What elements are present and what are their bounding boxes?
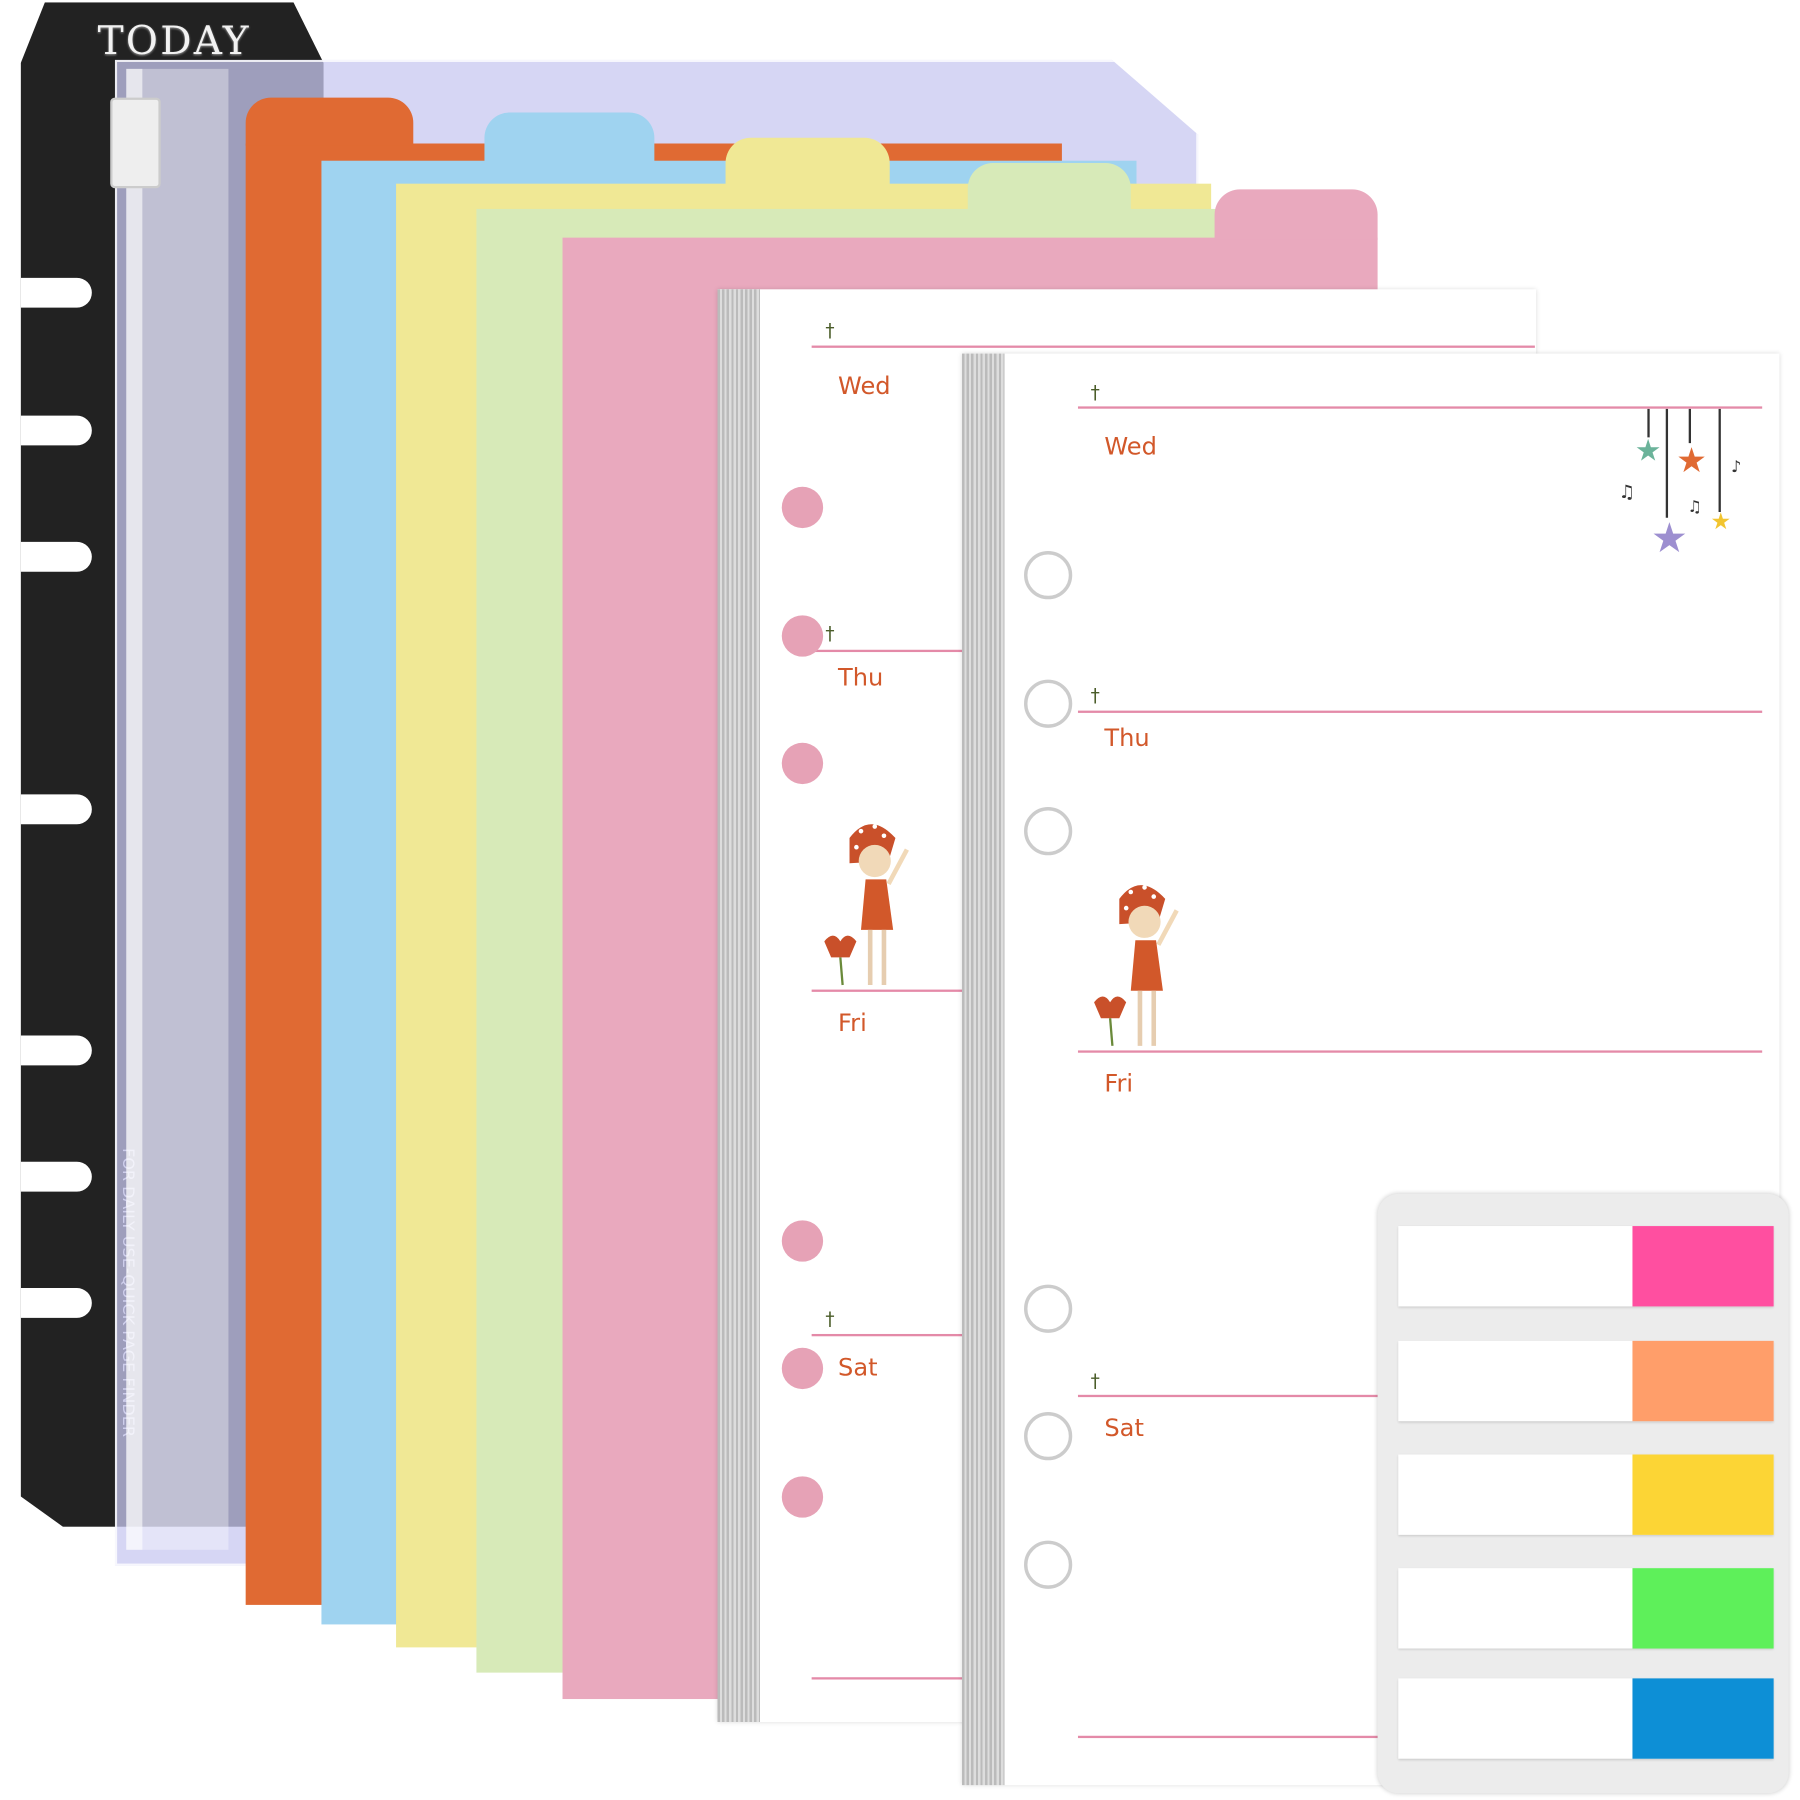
day-label-fri: Fri xyxy=(1104,1069,1134,1098)
ruler-strip xyxy=(126,68,229,1550)
divider-tab xyxy=(245,97,414,146)
ring-notch xyxy=(20,415,92,446)
ring-hole xyxy=(781,1347,824,1390)
hanging-stars-illustration: ★ ★ ★ ★ ♫ ♪ ♫ xyxy=(1619,408,1741,562)
sprout-icon: † xyxy=(1090,381,1100,403)
ring-hole xyxy=(1024,679,1073,728)
ring-hole xyxy=(1024,1412,1073,1461)
tab-color xyxy=(1632,1454,1774,1535)
sticky-tab-green[interactable] xyxy=(1398,1568,1774,1649)
day-label-wed: Wed xyxy=(1104,432,1157,461)
divider-tab xyxy=(1214,189,1378,240)
day-divider-line xyxy=(1077,406,1763,409)
sticky-tab-blue[interactable] xyxy=(1398,1678,1774,1759)
ring-notch xyxy=(20,1288,92,1318)
ring-hole xyxy=(781,742,824,785)
sticky-tabs-pack xyxy=(1377,1193,1789,1794)
svg-text:★: ★ xyxy=(1651,514,1688,562)
svg-text:★: ★ xyxy=(1711,509,1732,535)
day-divider-line xyxy=(1077,1050,1763,1053)
svg-text:♪: ♪ xyxy=(1731,457,1741,476)
sticky-tab-pink[interactable] xyxy=(1398,1226,1774,1307)
tab-color xyxy=(1632,1678,1774,1759)
day-label-thu: Thu xyxy=(838,663,884,692)
sprout-icon: † xyxy=(1090,684,1100,707)
sprout-icon: † xyxy=(825,622,835,645)
svg-text:★: ★ xyxy=(1635,433,1662,468)
tab-color xyxy=(1632,1340,1774,1422)
ring-notch xyxy=(20,1161,92,1192)
page-stack-edge xyxy=(717,289,760,1722)
day-divider-line xyxy=(811,345,1535,348)
ring-notch xyxy=(20,541,92,572)
day-label-sat: Sat xyxy=(1104,1414,1144,1442)
ring-hole xyxy=(781,1476,824,1518)
page-stack-edge xyxy=(962,353,1005,1786)
divider-tab xyxy=(967,163,1131,212)
ring-hole xyxy=(781,1220,824,1262)
day-divider-line xyxy=(1077,710,1763,713)
sticky-tab-orange[interactable] xyxy=(1398,1340,1774,1422)
ring-hole xyxy=(1024,807,1073,856)
ring-notch xyxy=(20,1035,92,1066)
girl-illustration xyxy=(824,815,916,987)
ring-hole xyxy=(1024,1284,1073,1333)
svg-text:♫: ♫ xyxy=(1619,482,1635,503)
svg-text:★: ★ xyxy=(1676,441,1707,481)
day-label-sat: Sat xyxy=(838,1353,878,1382)
zipper-pull xyxy=(110,97,161,189)
day-label-thu: Thu xyxy=(1104,724,1150,752)
sticky-tab-yellow[interactable] xyxy=(1398,1454,1774,1535)
card-title: TODAY xyxy=(97,18,251,65)
day-label-wed: Wed xyxy=(838,371,891,400)
divider-tab xyxy=(484,112,655,164)
svg-text:♫: ♫ xyxy=(1688,497,1702,516)
tab-color xyxy=(1632,1226,1774,1307)
ring-hole xyxy=(781,486,824,529)
ring-hole xyxy=(781,615,824,657)
ring-notch xyxy=(20,794,92,825)
sprout-icon: † xyxy=(825,319,835,341)
girl-illustration xyxy=(1094,876,1186,1048)
divider-tab xyxy=(725,137,890,186)
sprout-icon: † xyxy=(825,1307,835,1330)
ring-hole xyxy=(1024,551,1073,600)
tab-color xyxy=(1632,1568,1774,1649)
sprout-icon: † xyxy=(1090,1369,1100,1392)
day-label-fri: Fri xyxy=(838,1009,867,1037)
ring-hole xyxy=(1024,1540,1073,1589)
ring-notch xyxy=(20,277,92,308)
